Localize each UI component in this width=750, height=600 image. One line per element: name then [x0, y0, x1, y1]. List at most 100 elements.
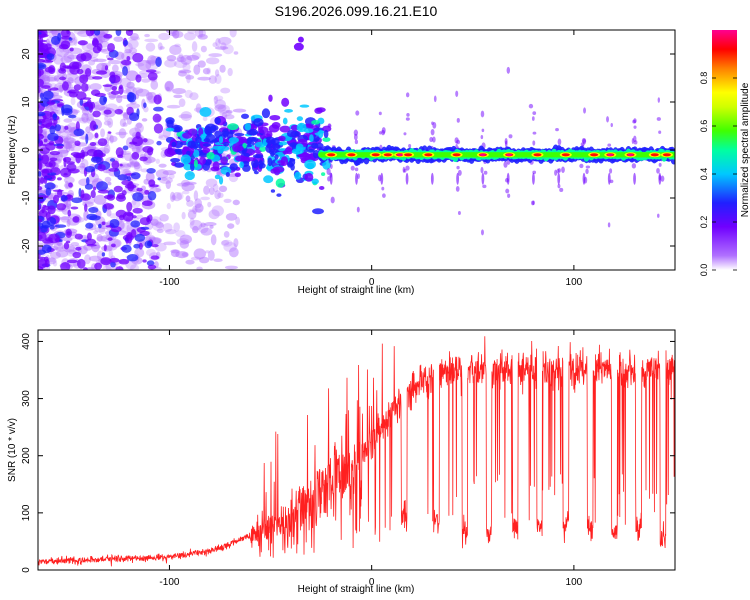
spectrogram-cell — [354, 167, 359, 172]
snr-y-tick-label: 100 — [21, 504, 32, 521]
spectrogram-cell — [141, 78, 151, 83]
spectrogram-cell — [125, 235, 129, 244]
spectrogram-cell — [58, 149, 69, 154]
spectrogram-cell — [381, 127, 386, 134]
spectrogram-cell — [225, 171, 230, 178]
spectrogram-cell — [276, 193, 282, 197]
spectrogram-cell — [49, 251, 61, 259]
spectrogram-cell — [480, 135, 484, 140]
spectrogram-cell — [532, 131, 537, 135]
spectrogram-cell — [504, 140, 508, 148]
spectrogram-cell — [60, 30, 71, 38]
spectrogram-cell — [234, 133, 245, 137]
spectrogram-cell — [52, 189, 64, 192]
spectrogram-cell — [107, 237, 113, 241]
spectrogram-cell — [58, 76, 67, 81]
spectrogram-cell — [130, 220, 141, 228]
spectrogram-cell — [62, 236, 73, 242]
spectrogram-cell — [91, 38, 100, 48]
spectrogram-cell — [164, 59, 177, 68]
spectrogram-cell — [212, 42, 218, 48]
spectrogram-cell — [53, 143, 65, 147]
spectrogram-cell — [309, 134, 314, 143]
spectrogram-cell — [38, 204, 42, 211]
spectrogram-cell — [169, 44, 182, 56]
snr-x-tick-label: 0 — [369, 577, 375, 588]
spectrogram-cell — [107, 57, 114, 61]
spectrogram-cell — [159, 46, 165, 50]
spectrogram-cell — [96, 181, 108, 192]
spectrogram-cell — [110, 261, 116, 268]
spectrogram-cell — [179, 239, 190, 249]
spectrogram-cell — [208, 209, 220, 220]
spectrogram-cell — [106, 194, 116, 201]
spectrogram-cell — [94, 132, 99, 139]
spectrogram-cell — [126, 201, 133, 212]
spectrogram-cell — [97, 189, 110, 194]
spectrogram-cell — [132, 192, 144, 202]
spectrogram-cell — [119, 222, 130, 233]
spectrogram-cell — [171, 141, 177, 147]
spectrogram-cell — [55, 46, 70, 57]
spectrogram-cell — [181, 211, 186, 220]
spectrogram-cell — [457, 210, 461, 216]
spectrogram-cell — [506, 172, 510, 185]
spectrogram-cell — [135, 88, 150, 97]
spectrogram-x-tick-label: 0 — [369, 277, 375, 288]
spectrogram-cell — [350, 165, 355, 171]
spectrogram-cell — [139, 156, 148, 162]
spectrogram-cell — [50, 83, 57, 88]
spectrogram-cell — [88, 207, 99, 214]
spectrogram-cell — [156, 228, 164, 234]
spectrogram-cell — [88, 59, 96, 66]
spectrogram-cell — [88, 173, 99, 183]
spectrogram-cell — [148, 179, 156, 187]
spectrogram-cell — [146, 168, 156, 174]
spectrogram-cell — [74, 233, 83, 240]
spectrogram-cell — [480, 229, 484, 236]
spectrogram-y-tick-label: 20 — [21, 48, 32, 60]
spectrogram-cell — [95, 70, 108, 75]
spectrogram-cell — [211, 139, 219, 143]
spectrogram-cell — [217, 145, 224, 154]
spectrogram-cell — [121, 244, 132, 253]
spectrogram-cell — [82, 267, 88, 270]
spectrogram-cell — [85, 238, 97, 246]
spectrogram-cell — [103, 96, 108, 103]
spectrogram-cell — [90, 57, 99, 62]
colorbar-tick-label: 0.2 — [699, 216, 709, 229]
spectrogram-cell — [228, 137, 239, 144]
spectrogram-cell — [73, 30, 86, 35]
spectrogram-cell — [632, 119, 637, 124]
spectrogram-cell — [85, 126, 91, 134]
spectrogram-cell — [330, 196, 335, 204]
spectrogram-cell — [429, 137, 434, 143]
spectrogram-cell — [379, 131, 382, 135]
spectrogram-cell — [130, 264, 140, 270]
spectrogram-cell — [50, 30, 64, 35]
spectrogram-cell — [178, 98, 186, 107]
spectrogram-cell — [81, 159, 89, 169]
spectrogram-cell — [39, 177, 45, 184]
spectrogram-cell — [55, 250, 69, 258]
spectrogram-cell — [182, 62, 191, 72]
spectrogram-cell — [103, 203, 114, 210]
spectrogram-cell — [269, 114, 281, 121]
spectrogram-cell — [323, 129, 329, 139]
spectrogram-cell — [59, 43, 69, 50]
spectrogram-cell — [157, 42, 163, 51]
spectrogram-cell — [281, 97, 290, 107]
spectrogram-cell — [209, 224, 214, 229]
spectrogram-cell — [321, 172, 326, 177]
spectrogram-cell — [122, 65, 128, 76]
spectrogram-cell — [124, 48, 132, 54]
spectrogram-cell — [173, 222, 181, 232]
spectrogram-cell — [347, 153, 356, 157]
spectrogram-cell — [229, 163, 238, 171]
spectrogram-cell — [115, 147, 124, 157]
spectrogram-cell — [100, 128, 106, 138]
spectrogram-cell — [353, 129, 359, 136]
spectrogram-cell — [282, 150, 289, 155]
spectrogram-cell — [75, 246, 82, 251]
spectrogram-cell — [294, 131, 300, 137]
